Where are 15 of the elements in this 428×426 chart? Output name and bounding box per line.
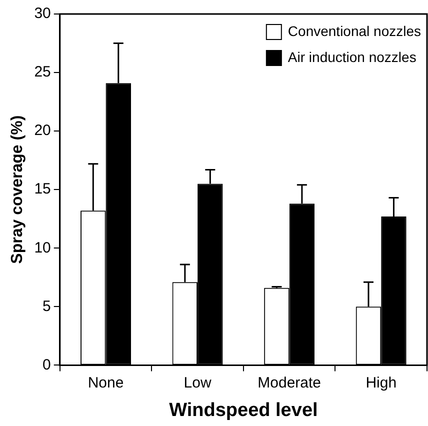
y-tick-label: 5 xyxy=(42,298,51,315)
y-tick-label: 0 xyxy=(42,356,51,374)
y-tick-label: 15 xyxy=(34,180,51,198)
x-tick-label: None xyxy=(88,374,124,392)
x-tick-label: Low xyxy=(184,374,212,392)
y-tick-label: 10 xyxy=(34,239,51,256)
y-tick-label: 30 xyxy=(34,5,51,22)
x-tick-label: High xyxy=(366,374,397,392)
y-tick-label: 25 xyxy=(34,64,51,81)
x-axis-title: Windspeed level xyxy=(169,400,318,421)
x-tick-label: Moderate xyxy=(258,374,322,392)
y-axis-title: Spray coverage (%) xyxy=(9,115,26,264)
legend-label: Conventional nozzles xyxy=(288,22,422,39)
legend-label: Air induction nozzles xyxy=(288,48,416,65)
y-tick-label: 20 xyxy=(34,122,51,140)
